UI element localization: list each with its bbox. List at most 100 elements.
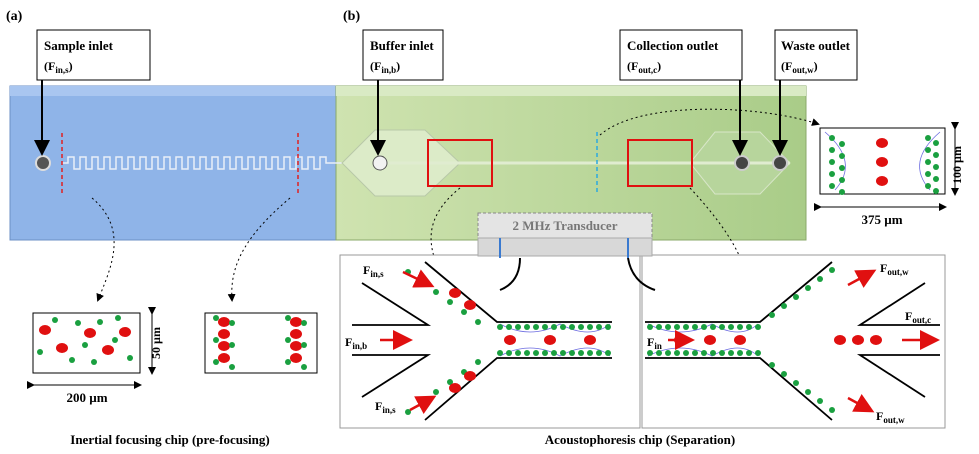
small-particle <box>91 359 97 365</box>
large-particle <box>218 329 230 339</box>
small-particle <box>737 324 743 330</box>
large-particle <box>218 317 230 327</box>
small-particle <box>569 350 575 356</box>
small-particle <box>839 165 845 171</box>
small-particle <box>506 350 512 356</box>
large-particle <box>218 353 230 363</box>
chip-edge <box>336 86 806 96</box>
small-particle <box>683 350 689 356</box>
detail-panel <box>642 255 945 428</box>
large-particle <box>734 335 746 345</box>
large-particle <box>290 353 302 363</box>
figure: (a) (b) Sample inlet (Fin,s) Buffer inle… <box>0 0 979 454</box>
small-particle <box>475 359 481 365</box>
small-particle <box>115 315 121 321</box>
small-particle <box>755 350 761 356</box>
small-particle <box>285 359 291 365</box>
small-particle <box>829 171 835 177</box>
small-particle <box>461 309 467 315</box>
small-particle <box>665 350 671 356</box>
small-particle <box>112 337 118 343</box>
large-particle <box>876 157 888 167</box>
large-particle <box>704 335 716 345</box>
small-particle <box>578 324 584 330</box>
small-particle <box>524 350 530 356</box>
small-particle <box>805 285 811 291</box>
small-particle <box>587 324 593 330</box>
outlet-hole <box>773 156 787 170</box>
large-particle <box>544 335 556 345</box>
small-particle <box>75 320 81 326</box>
small-particle <box>933 188 939 194</box>
small-particle <box>933 164 939 170</box>
small-particle <box>805 389 811 395</box>
small-particle <box>925 135 931 141</box>
small-particle <box>719 324 725 330</box>
small-particle <box>829 407 835 413</box>
small-particle <box>587 350 593 356</box>
inertial-chip <box>10 86 336 240</box>
large-particle <box>449 383 461 393</box>
small-particle <box>728 324 734 330</box>
small-particle <box>605 350 611 356</box>
small-particle <box>560 350 566 356</box>
transducer-label: 2 MHz Transducer <box>513 218 618 233</box>
large-particle <box>834 335 846 345</box>
small-particle <box>793 380 799 386</box>
small-particle <box>933 140 939 146</box>
small-particle <box>127 355 133 361</box>
small-particle <box>213 315 219 321</box>
large-particle <box>584 335 596 345</box>
small-particle <box>665 324 671 330</box>
small-particle <box>578 350 584 356</box>
small-particle <box>839 153 845 159</box>
small-particle <box>551 324 557 330</box>
small-particle <box>506 324 512 330</box>
small-particle <box>533 324 539 330</box>
large-particle <box>39 325 51 335</box>
small-particle <box>569 324 575 330</box>
small-particle <box>746 324 752 330</box>
small-particle <box>719 350 725 356</box>
small-particle <box>829 147 835 153</box>
small-particle <box>683 324 689 330</box>
large-particle <box>119 327 131 337</box>
small-particle <box>710 350 716 356</box>
small-particle <box>213 359 219 365</box>
small-particle <box>737 350 743 356</box>
small-particle <box>701 350 707 356</box>
small-particle <box>829 159 835 165</box>
small-particle <box>515 324 521 330</box>
small-particle <box>769 312 775 318</box>
dimension-label: 100 µm <box>950 146 964 184</box>
small-particle <box>69 357 75 363</box>
small-particle <box>769 362 775 368</box>
panel-label: (a) <box>6 9 23 24</box>
chip-edge <box>10 86 336 96</box>
dimension-label: 375 µm <box>861 212 902 227</box>
small-particle <box>710 324 716 330</box>
small-particle <box>433 289 439 295</box>
small-particle <box>829 135 835 141</box>
small-particle <box>285 315 291 321</box>
small-particle <box>839 141 845 147</box>
large-particle <box>852 335 864 345</box>
caption: Acoustophoresis chip (Separation) <box>545 432 735 447</box>
small-particle <box>497 350 503 356</box>
small-particle <box>817 276 823 282</box>
panel-label: (b) <box>343 9 360 24</box>
outlet-hole <box>735 156 749 170</box>
small-particle <box>925 183 931 189</box>
large-particle <box>464 300 476 310</box>
large-particle <box>56 343 68 353</box>
large-particle <box>290 329 302 339</box>
small-particle <box>301 342 307 348</box>
small-particle <box>933 176 939 182</box>
dimension-label: 50 µm <box>149 327 163 359</box>
inlet-hole <box>36 156 50 170</box>
large-particle <box>870 335 882 345</box>
small-particle <box>433 389 439 395</box>
small-particle <box>301 320 307 326</box>
small-particle <box>839 189 845 195</box>
small-particle <box>37 349 43 355</box>
